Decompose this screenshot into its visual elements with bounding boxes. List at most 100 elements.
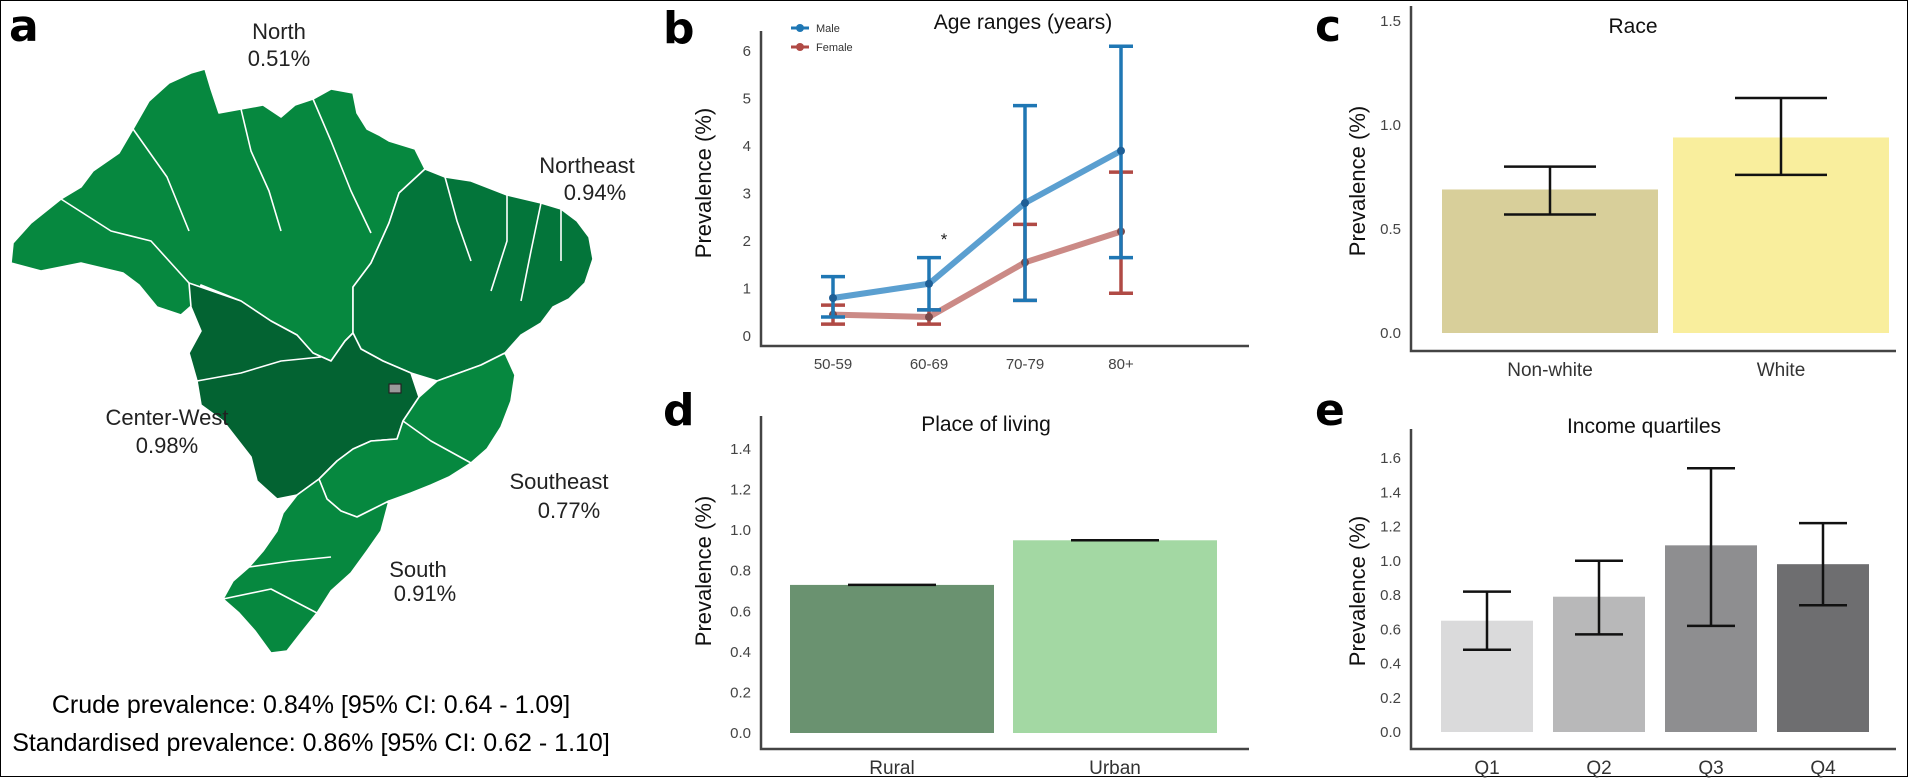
x-tick-label: Rural [869, 758, 914, 778]
chart-legend: Male Female [791, 23, 853, 54]
chart-marks [1441, 467, 1869, 732]
y-tick-label: 0.0 [730, 725, 751, 742]
x-tick-label: 50-59 [814, 356, 852, 373]
x-tick-label: Q3 [1698, 758, 1723, 778]
x-tick-label: 80+ [1108, 356, 1134, 373]
y-tick-label: 6 [743, 43, 751, 60]
bar-urban [1013, 540, 1217, 733]
y-tick-label: 0.4 [730, 644, 751, 661]
region-value-northeast: 0.94% [564, 180, 626, 205]
y-tick-label: 0.2 [1380, 690, 1401, 707]
region-label-northeast: Northeast [539, 153, 634, 178]
panel-c-race-chart: c Race Prevalence (%) 0.0 0.5 1.0 1.5 Non-w… [1315, 1, 1896, 381]
x-ticks: Non-white White [1507, 360, 1805, 381]
panel-letter-e: e [1315, 385, 1345, 436]
panel-letter-c: c [1315, 1, 1341, 52]
y-tick-label: 4 [743, 138, 751, 155]
axis-lines [1409, 429, 1896, 751]
x-tick-label: 70-79 [1006, 356, 1044, 373]
data-point-male [829, 294, 837, 302]
y-tick-label: 3 [743, 186, 751, 203]
axis-lines [1409, 6, 1896, 353]
panel-a-map: a North 0.51% Northeast 0.94% Center-Wes… [9, 1, 635, 654]
y-tick-label: 0.8 [1380, 587, 1401, 604]
error-bar [1799, 521, 1847, 607]
y-ticks: 0 1 2 3 4 5 6 [743, 43, 751, 345]
chart-title: Race [1608, 15, 1657, 38]
panel-letter-d: d [663, 385, 695, 436]
x-tick-label: Non-white [1507, 360, 1593, 381]
crude-prevalence-text: Crude prevalence: 0.84% [95% CI: 0.64 - … [51, 691, 571, 719]
error-bar [1735, 96, 1827, 177]
y-ticks: 0.0 0.5 1.0 1.5 [1380, 13, 1401, 342]
y-axis-label: Prevalence (%) [691, 496, 716, 646]
map-region-north [10, 68, 426, 362]
region-label-south: South [389, 557, 447, 582]
x-tick-label: White [1757, 360, 1806, 381]
y-tick-label: 1.6 [1380, 450, 1401, 467]
brazil-map [10, 68, 594, 654]
y-tick-label: 0.2 [730, 684, 751, 701]
region-value-center-west: 0.98% [136, 433, 198, 458]
panel-letter-a: a [9, 1, 39, 52]
y-tick-label: 0.5 [1380, 221, 1401, 238]
x-tick-label: Q1 [1474, 758, 1499, 778]
y-tick-label: 1.4 [1380, 484, 1401, 501]
federal-district-marker [388, 383, 402, 394]
y-ticks: 0.0 0.2 0.4 0.6 0.8 1.0 1.2 1.4 [730, 441, 751, 742]
y-axis-label: Prevalence (%) [1345, 516, 1370, 666]
data-point-male [1021, 199, 1029, 207]
x-ticks: Q1 Q2 Q3 Q4 [1474, 758, 1836, 779]
error-bar [1463, 590, 1511, 652]
bar-rural [790, 584, 994, 733]
y-tick-label: 1.2 [1380, 519, 1401, 536]
chart-marks [1442, 96, 1889, 333]
significance-annotation: * [941, 230, 948, 249]
y-tick-label: 1.2 [730, 482, 751, 499]
chart-title: Place of living [921, 413, 1051, 436]
legend-marker-male [796, 24, 804, 32]
y-tick-label: 0.0 [1380, 724, 1401, 741]
y-tick-label: 0.6 [1380, 621, 1401, 638]
y-tick-label: 0.4 [1380, 656, 1401, 673]
legend-label-male: Male [816, 23, 840, 35]
series-line-female [830, 228, 1124, 321]
y-tick-label: 5 [743, 91, 751, 108]
standardised-prevalence-text: Standardised prevalence: 0.86% [95% CI: … [12, 729, 610, 757]
region-value-north: 0.51% [248, 46, 310, 71]
legend-marker-female [796, 43, 804, 51]
chart-marks [790, 539, 1217, 733]
data-point-male [925, 279, 933, 288]
y-axis-label: Prevalence (%) [691, 108, 716, 258]
y-tick-label: 1.0 [730, 522, 751, 539]
y-tick-label: 0.8 [730, 563, 751, 580]
x-tick-label: Q4 [1810, 758, 1836, 778]
panel-d-place-chart: d Place of living Prevalence (%) 0.00.20… [663, 385, 1249, 779]
y-tick-label: 1.0 [1380, 553, 1401, 570]
y-axis-label: Prevalence (%) [1345, 106, 1370, 256]
x-tick-label: 60-69 [910, 356, 948, 373]
chart-title: Age ranges (years) [934, 11, 1113, 34]
axis-lines [759, 31, 1249, 348]
y-tick-label: 1 [743, 281, 751, 298]
region-value-south: 0.91% [394, 581, 456, 606]
region-value-southeast: 0.77% [538, 498, 600, 523]
y-tick-label: 0.6 [730, 603, 751, 620]
panel-letter-b: b [663, 3, 695, 54]
map-region-south [222, 478, 390, 654]
chart-marks [821, 44, 1133, 326]
error-bar [1687, 467, 1735, 628]
y-tick-label: 1.5 [1380, 13, 1401, 30]
region-label-southeast: Southeast [509, 469, 608, 494]
y-tick-label: 1.4 [730, 441, 751, 458]
map-region-southeast [318, 352, 516, 518]
y-tick-label: 0 [743, 328, 751, 345]
data-point-male [1117, 146, 1125, 155]
axis-lines [759, 416, 1249, 751]
y-tick-label: 0.0 [1380, 325, 1401, 342]
y-tick-label: 1.0 [1380, 117, 1401, 134]
region-label-center-west: Center-West [105, 405, 228, 430]
series-line-male [830, 147, 1124, 301]
